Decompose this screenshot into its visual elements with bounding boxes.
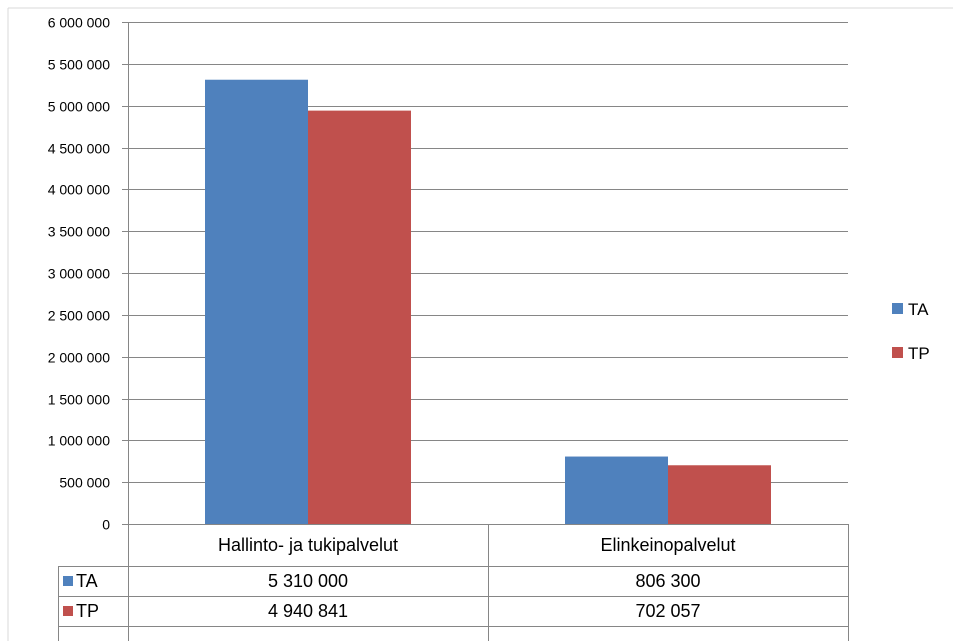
y-tick-label: 4 500 000 bbox=[48, 141, 110, 157]
y-tick-label: 4 000 000 bbox=[48, 182, 110, 198]
data-label: 806 300 bbox=[635, 571, 700, 591]
data-label: 4 940 841 bbox=[268, 601, 348, 621]
y-tick-label: 6 000 000 bbox=[48, 15, 110, 31]
data-label: 702 057 bbox=[635, 601, 700, 621]
y-tick-label: 5 500 000 bbox=[48, 57, 110, 73]
data-table: Hallinto- ja tukipalvelut Elinkeinopalvel… bbox=[58, 524, 849, 641]
legend: TA TP bbox=[892, 300, 930, 363]
table-series-name: TP bbox=[76, 601, 99, 621]
y-tick-label: 2 000 000 bbox=[48, 350, 110, 366]
y-axis-tick-labels: 0 500 000 1 000 000 1 500 000 2 000 000 2 500… bbox=[48, 15, 111, 533]
data-label: 5 310 000 bbox=[268, 571, 348, 591]
y-tick-label: 5 000 000 bbox=[48, 99, 110, 115]
y-tick-label: 500 000 bbox=[59, 475, 110, 491]
bars bbox=[205, 79, 771, 524]
category-label: Hallinto- ja tukipalvelut bbox=[218, 535, 398, 555]
bar-tp bbox=[668, 465, 771, 524]
legend-swatch bbox=[892, 347, 903, 358]
table-legend-key bbox=[63, 576, 73, 586]
category-label: Elinkeinopalvelut bbox=[600, 535, 735, 555]
y-tick-label: 0 bbox=[102, 517, 110, 533]
y-tick-label: 1 000 000 bbox=[48, 433, 110, 449]
bar-ta bbox=[205, 79, 308, 524]
table-legend-key bbox=[63, 606, 73, 616]
y-tick-label: 1 500 000 bbox=[48, 392, 110, 408]
bar-ta bbox=[565, 456, 668, 524]
table-series-name: TA bbox=[76, 571, 98, 591]
bar-tp bbox=[308, 110, 411, 524]
y-tick-label: 3 500 000 bbox=[48, 224, 110, 240]
legend-label: TP bbox=[908, 344, 930, 363]
y-tick-label: 2 500 000 bbox=[48, 308, 110, 324]
legend-swatch bbox=[892, 303, 903, 314]
legend-label: TA bbox=[908, 300, 929, 319]
y-tick-label: 3 000 000 bbox=[48, 266, 110, 282]
